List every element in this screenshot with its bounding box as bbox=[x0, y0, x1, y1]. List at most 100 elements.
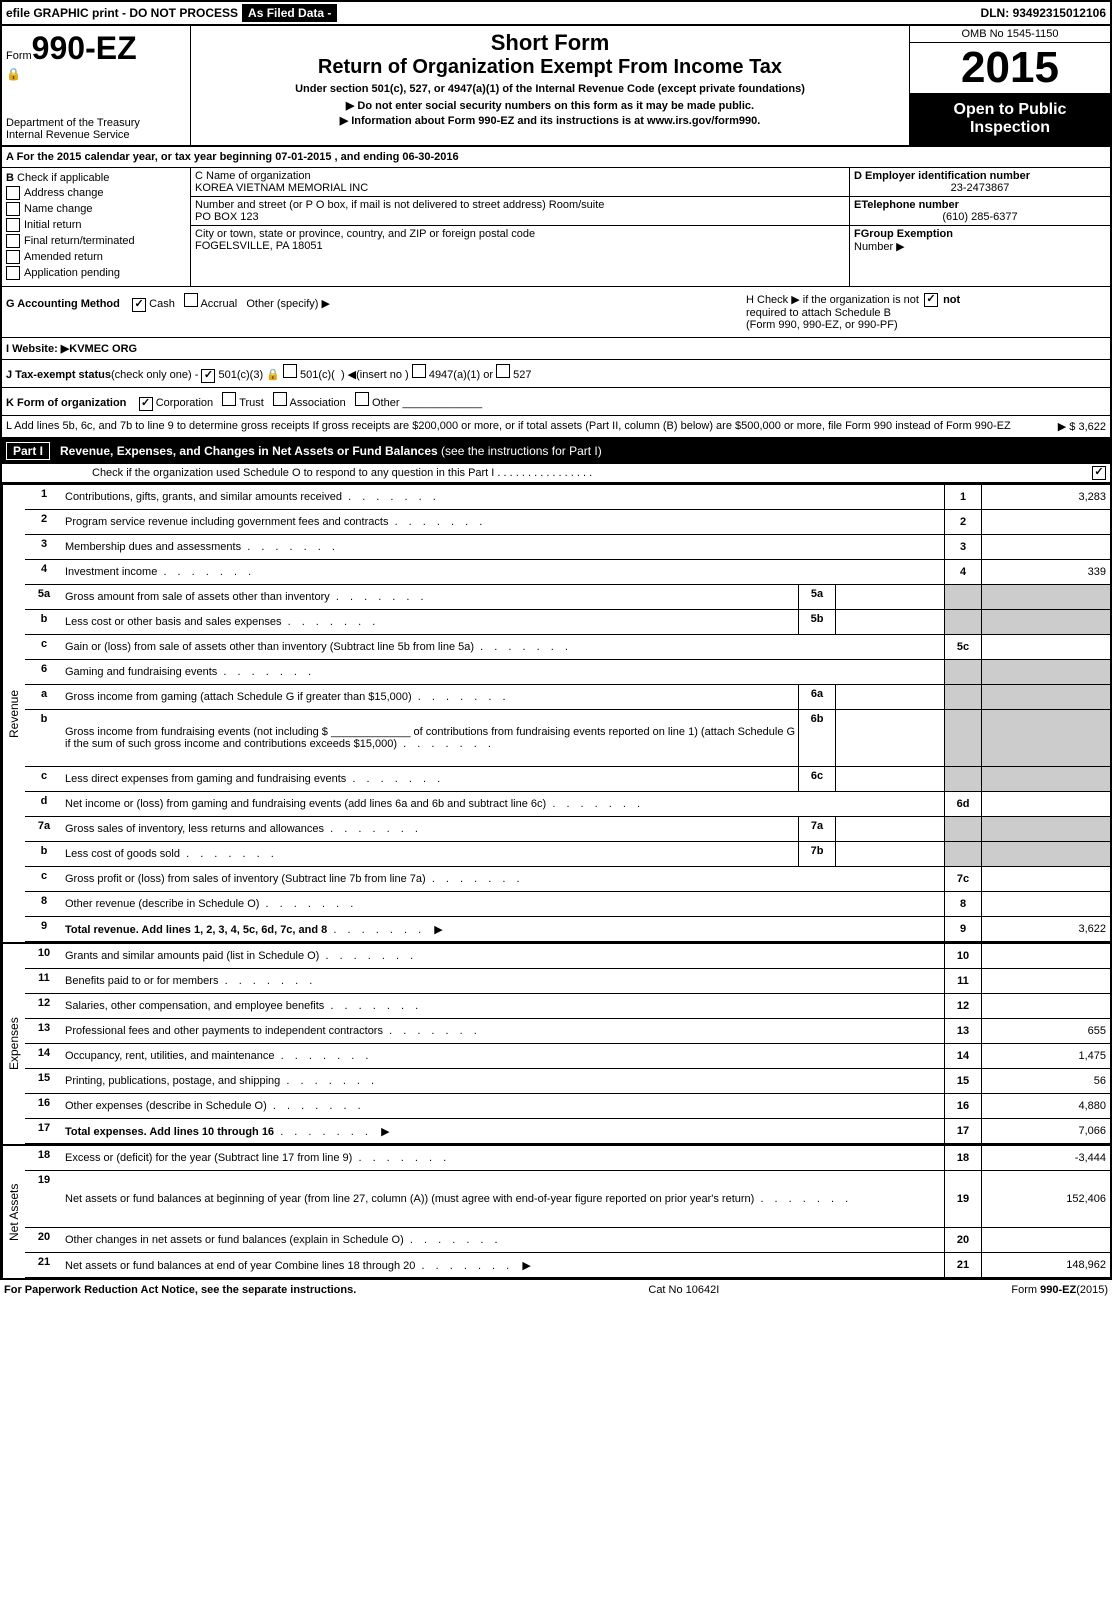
line-row: 13Professional fees and other payments t… bbox=[25, 1019, 1110, 1044]
checkbox[interactable] bbox=[6, 202, 20, 216]
row-a: A For the 2015 calendar year, or tax yea… bbox=[2, 147, 1110, 168]
line-value-shaded bbox=[981, 585, 1110, 609]
line-description: Net assets or fund balances at beginning… bbox=[63, 1171, 944, 1227]
checkbox[interactable] bbox=[6, 218, 20, 232]
check-applicable-item: Application pending bbox=[6, 266, 186, 280]
line-value bbox=[981, 867, 1110, 891]
line-box: 9 bbox=[944, 917, 981, 941]
line-value bbox=[981, 1228, 1110, 1252]
line-number: b bbox=[25, 710, 63, 766]
checkbox[interactable] bbox=[6, 186, 20, 200]
line-value bbox=[981, 944, 1110, 968]
line-box: 17 bbox=[944, 1119, 981, 1143]
omb-number: OMB No 1545-1150 bbox=[910, 26, 1110, 43]
top-bar: efile GRAPHIC print - DO NOT PROCESS As … bbox=[2, 2, 1110, 26]
accrual-checkbox[interactable] bbox=[184, 293, 198, 307]
line-row: 12Salaries, other compensation, and empl… bbox=[25, 994, 1110, 1019]
footer: For Paperwork Reduction Act Notice, see … bbox=[0, 1280, 1112, 1300]
line-row: 4Investment income . . . . . . .4339 bbox=[25, 560, 1110, 585]
line-number: 7a bbox=[25, 817, 63, 841]
check-applicable-item: Initial return bbox=[6, 218, 186, 232]
line-description: Gaming and fundraising events . . . . . … bbox=[63, 660, 944, 684]
line-number: 2 bbox=[25, 510, 63, 534]
col-c: C Name of organization KOREA VIETNAM MEM… bbox=[191, 168, 850, 286]
line-number: 16 bbox=[25, 1094, 63, 1118]
expenses-section: Expenses 10Grants and similar amounts pa… bbox=[2, 942, 1110, 1144]
line-number: 8 bbox=[25, 892, 63, 916]
line-number: 20 bbox=[25, 1228, 63, 1252]
line-box-shaded bbox=[944, 685, 981, 709]
c-name: KOREA VIETNAM MEMORIAL INC bbox=[195, 182, 845, 194]
j-501c-checkbox[interactable] bbox=[283, 364, 297, 378]
line-row: cLess direct expenses from gaming and fu… bbox=[25, 767, 1110, 792]
line-row: 7aGross sales of inventory, less returns… bbox=[25, 817, 1110, 842]
line-description: Total expenses. Add lines 10 through 16 … bbox=[63, 1119, 944, 1143]
line-description: Gross sales of inventory, less returns a… bbox=[63, 817, 798, 841]
row-l: L Add lines 5b, 6c, and 7b to line 9 to … bbox=[2, 416, 1110, 438]
line-value bbox=[981, 969, 1110, 993]
sub-line-value bbox=[835, 610, 944, 634]
line-row: 15Printing, publications, postage, and s… bbox=[25, 1069, 1110, 1094]
line-value bbox=[981, 892, 1110, 916]
revenue-label: Revenue bbox=[2, 485, 25, 942]
schedule-o-checkbox[interactable] bbox=[1092, 466, 1106, 480]
header-center: Short Form Return of Organization Exempt… bbox=[191, 26, 910, 145]
sub-line-box: 5b bbox=[798, 610, 835, 634]
revenue-section: Revenue 1Contributions, gifts, grants, a… bbox=[2, 483, 1110, 942]
net-assets-label: Net Assets bbox=[2, 1146, 25, 1278]
sub-line-value bbox=[835, 767, 944, 791]
efile-text: efile GRAPHIC print - DO NOT PROCESS bbox=[6, 6, 238, 20]
tax-year: 2015 bbox=[910, 43, 1110, 93]
sub-line-value bbox=[835, 817, 944, 841]
line-number: 3 bbox=[25, 535, 63, 559]
line-description: Printing, publications, postage, and shi… bbox=[63, 1069, 944, 1093]
footer-left: For Paperwork Reduction Act Notice, see … bbox=[4, 1284, 356, 1296]
line-box-shaded bbox=[944, 817, 981, 841]
line-description: Gross income from fundraising events (no… bbox=[63, 710, 798, 766]
j-501c3-checkbox[interactable] bbox=[201, 369, 215, 383]
line-value: 339 bbox=[981, 560, 1110, 584]
line-number: 12 bbox=[25, 994, 63, 1018]
checkbox[interactable] bbox=[6, 266, 20, 280]
line-value: 4,880 bbox=[981, 1094, 1110, 1118]
k-corp-checkbox[interactable] bbox=[139, 397, 153, 411]
line-box: 18 bbox=[944, 1146, 981, 1170]
line-value bbox=[981, 535, 1110, 559]
line-number: 14 bbox=[25, 1044, 63, 1068]
h-checkbox[interactable] bbox=[924, 293, 938, 307]
line-row: bLess cost of goods sold . . . . . . .7b bbox=[25, 842, 1110, 867]
row-j: J Tax-exempt status(check only one) - 50… bbox=[2, 360, 1110, 388]
as-filed-box: As Filed Data - bbox=[242, 4, 337, 22]
line-description: Less cost or other basis and sales expen… bbox=[63, 610, 798, 634]
k-other-checkbox[interactable] bbox=[355, 392, 369, 406]
line-value bbox=[981, 792, 1110, 816]
line-box-shaded bbox=[944, 660, 981, 684]
row-gh: G Accounting Method Cash Accrual Other (… bbox=[2, 287, 1110, 338]
line-number: 1 bbox=[25, 485, 63, 509]
line-row: dNet income or (loss) from gaming and fu… bbox=[25, 792, 1110, 817]
checkbox[interactable] bbox=[6, 234, 20, 248]
k-trust-checkbox[interactable] bbox=[222, 392, 236, 406]
line-description: Gain or (loss) from sale of assets other… bbox=[63, 635, 944, 659]
line-description: Investment income . . . . . . . bbox=[63, 560, 944, 584]
line-number: 6 bbox=[25, 660, 63, 684]
line-row: 11Benefits paid to or for members . . . … bbox=[25, 969, 1110, 994]
line-number: b bbox=[25, 842, 63, 866]
line-value: 7,066 bbox=[981, 1119, 1110, 1143]
line-row: cGross profit or (loss) from sales of in… bbox=[25, 867, 1110, 892]
cash-checkbox[interactable] bbox=[132, 298, 146, 312]
line-number: 10 bbox=[25, 944, 63, 968]
line-box: 8 bbox=[944, 892, 981, 916]
j-4947-checkbox[interactable] bbox=[412, 364, 426, 378]
j-527-checkbox[interactable] bbox=[496, 364, 510, 378]
header-row: Form 990-EZ 🔒 Department of the Treasury… bbox=[2, 26, 1110, 147]
sub-line-value bbox=[835, 842, 944, 866]
line-box-shaded bbox=[944, 710, 981, 766]
k-assoc-checkbox[interactable] bbox=[273, 392, 287, 406]
under-section: Under section 501(c), 527, or 4947(a)(1)… bbox=[195, 83, 905, 95]
dept-irs: Internal Revenue Service bbox=[6, 129, 186, 141]
line-row: 21Net assets or fund balances at end of … bbox=[25, 1253, 1110, 1278]
line-row: 3Membership dues and assessments . . . .… bbox=[25, 535, 1110, 560]
line-number: 21 bbox=[25, 1253, 63, 1277]
checkbox[interactable] bbox=[6, 250, 20, 264]
